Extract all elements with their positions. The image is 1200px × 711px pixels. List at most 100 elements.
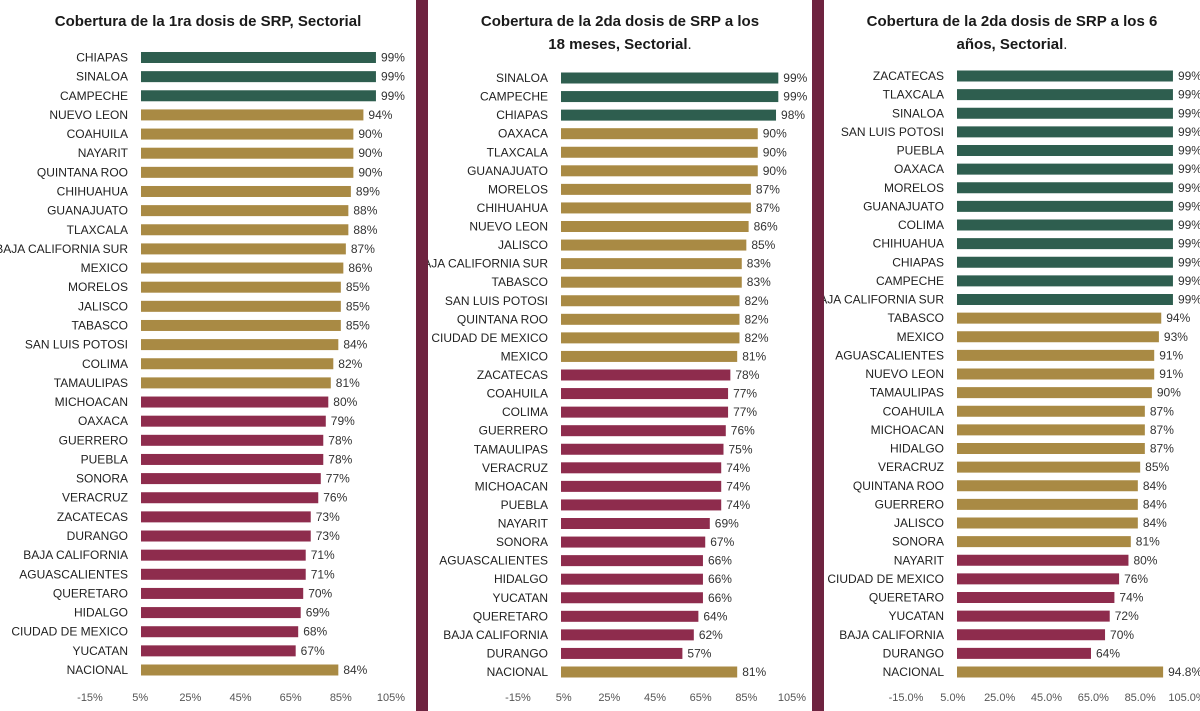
value-label: 99% — [1178, 88, 1200, 102]
value-label: 99% — [381, 89, 405, 103]
x-tick-label: -15.0% — [889, 692, 924, 704]
category-label: BAJA CALIFORNIA — [23, 548, 128, 562]
bar — [141, 626, 299, 638]
x-tick-label: 65% — [280, 692, 302, 704]
value-label: 82% — [744, 312, 768, 326]
bar — [957, 126, 1173, 138]
bar — [141, 109, 364, 121]
category-label: NACIONAL — [883, 665, 945, 679]
value-label: 91% — [1159, 367, 1183, 381]
value-label: 90% — [763, 164, 787, 178]
bar — [957, 517, 1138, 529]
category-label: YUCATAN — [72, 644, 128, 658]
bar — [957, 498, 1138, 510]
category-label: BAJA CALIFORNIA — [839, 628, 944, 642]
category-label: TAMAULIPAS — [474, 442, 548, 456]
bar — [561, 406, 729, 418]
value-label: 99% — [1178, 274, 1200, 288]
value-label: 85% — [346, 318, 370, 332]
bar — [957, 573, 1120, 585]
value-label: 74% — [1119, 591, 1143, 605]
bar — [141, 664, 339, 676]
value-label: 84% — [1143, 497, 1167, 511]
category-label: NUEVO LEON — [49, 108, 128, 122]
value-label: 87% — [351, 242, 375, 256]
category-label: OAXACA — [894, 162, 944, 176]
background-stripe — [416, 0, 428, 711]
value-label: 71% — [311, 548, 335, 562]
value-label: 82% — [338, 357, 362, 371]
value-label: 99% — [783, 71, 807, 85]
value-label: 80% — [1133, 553, 1157, 567]
bar — [561, 91, 779, 103]
bar — [561, 555, 703, 567]
value-label: 70% — [308, 586, 332, 600]
value-label: 81% — [1136, 535, 1160, 549]
category-label: SINALOA — [76, 70, 128, 84]
category-label: COLIMA — [502, 405, 548, 419]
bar — [957, 89, 1173, 101]
chart-title-suffix: . — [687, 36, 692, 53]
value-label: 86% — [348, 261, 372, 275]
value-label: 94.8% — [1168, 665, 1200, 679]
category-label: OAXACA — [78, 414, 128, 428]
category-label: TABASCO — [888, 311, 944, 325]
value-label: 67% — [710, 535, 734, 549]
category-label: YUCATAN — [888, 609, 944, 623]
category-label: HIDALGO — [494, 572, 548, 586]
bar — [957, 461, 1141, 473]
bar — [957, 536, 1131, 548]
value-label: 84% — [1143, 516, 1167, 530]
value-label: 70% — [1110, 628, 1134, 642]
value-label: 84% — [343, 663, 367, 677]
category-label: GUANAJUATO — [863, 199, 944, 213]
category-label: CHIAPAS — [892, 255, 944, 269]
value-label: 99% — [381, 51, 405, 65]
bar — [561, 610, 699, 622]
category-label: SINALOA — [496, 71, 548, 85]
value-label: 85% — [751, 238, 775, 252]
category-label: TABASCO — [492, 275, 548, 289]
x-tick-label: -15% — [77, 692, 103, 704]
bar — [561, 332, 740, 344]
bar — [957, 70, 1173, 82]
value-label: 88% — [353, 204, 377, 218]
category-label: HIDALGO — [74, 606, 128, 620]
bar — [141, 166, 354, 178]
chart-title-text: Cobertura de la 1ra dosis de SRP, Sector… — [54, 13, 362, 30]
bar — [561, 629, 694, 641]
chart-title: Cobertura de la 1ra dosis de SRP, Sector… — [0, 10, 416, 33]
bar — [141, 530, 311, 542]
x-tick-label: 65% — [690, 692, 712, 704]
bar — [561, 183, 751, 195]
bar — [141, 453, 324, 465]
bar — [957, 554, 1129, 566]
category-label: AGUASCALIENTES — [835, 348, 944, 362]
bar — [141, 300, 341, 312]
category-label: DURANGO — [883, 646, 944, 660]
value-label: 77% — [733, 387, 757, 401]
bar — [141, 71, 376, 83]
value-label: 69% — [306, 606, 330, 620]
category-label: HIDALGO — [890, 442, 944, 456]
value-label: 69% — [715, 517, 739, 531]
bar — [957, 275, 1173, 287]
bar — [561, 128, 758, 140]
x-tick-label: 105% — [778, 692, 806, 704]
bar — [141, 492, 319, 504]
bar — [561, 573, 703, 585]
category-label: AGUASCALIENTES — [19, 567, 128, 581]
bar — [561, 109, 777, 121]
value-label: 85% — [346, 299, 370, 313]
x-tick-label: 45% — [644, 692, 666, 704]
value-label: 99% — [1178, 218, 1200, 232]
category-label: JALISCO — [894, 516, 944, 530]
value-label: 87% — [1150, 423, 1174, 437]
category-label: PUEBLA — [501, 498, 548, 512]
bar — [957, 256, 1173, 268]
value-label: 99% — [1178, 237, 1200, 251]
value-label: 90% — [1157, 386, 1181, 400]
category-label: GUERRERO — [875, 497, 944, 511]
value-label: 99% — [381, 70, 405, 84]
background-stripe — [812, 0, 824, 711]
